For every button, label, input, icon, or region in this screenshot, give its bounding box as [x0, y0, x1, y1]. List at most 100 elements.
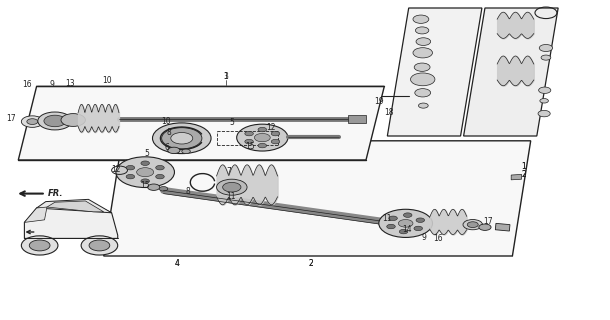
Circle shape — [29, 240, 50, 251]
Circle shape — [156, 174, 164, 179]
Polygon shape — [104, 141, 531, 256]
Text: 2: 2 — [521, 170, 526, 179]
Circle shape — [463, 220, 483, 230]
Circle shape — [258, 127, 267, 132]
Circle shape — [44, 115, 66, 127]
Circle shape — [21, 116, 43, 127]
Text: 12: 12 — [111, 165, 121, 174]
Circle shape — [413, 15, 429, 23]
Circle shape — [416, 218, 425, 222]
Text: 2: 2 — [309, 259, 314, 268]
Text: 3: 3 — [223, 72, 228, 81]
Circle shape — [141, 179, 149, 183]
Text: 6: 6 — [164, 143, 169, 152]
Circle shape — [271, 131, 280, 136]
Text: 17: 17 — [6, 114, 16, 123]
Circle shape — [223, 182, 241, 192]
Polygon shape — [24, 207, 47, 222]
Text: 15: 15 — [245, 142, 255, 151]
Circle shape — [415, 27, 429, 34]
Text: 8: 8 — [185, 188, 190, 196]
Polygon shape — [464, 8, 558, 136]
Text: 10: 10 — [102, 76, 112, 85]
Polygon shape — [24, 203, 118, 238]
Circle shape — [182, 149, 190, 154]
Circle shape — [389, 216, 397, 220]
Text: 2: 2 — [521, 170, 526, 179]
Circle shape — [126, 174, 135, 179]
Circle shape — [258, 143, 267, 148]
Text: 4: 4 — [174, 259, 179, 268]
Circle shape — [539, 87, 551, 93]
Circle shape — [467, 222, 478, 228]
Text: 5: 5 — [144, 149, 149, 158]
Circle shape — [27, 119, 38, 124]
Text: 11: 11 — [226, 192, 235, 201]
Circle shape — [38, 112, 72, 130]
Text: 1: 1 — [223, 72, 228, 81]
Circle shape — [387, 224, 395, 229]
Circle shape — [418, 103, 428, 108]
Polygon shape — [511, 174, 522, 180]
Text: 11: 11 — [382, 214, 392, 223]
Circle shape — [89, 240, 110, 251]
Circle shape — [479, 224, 491, 230]
Text: 1: 1 — [521, 162, 526, 171]
Text: 15: 15 — [140, 181, 150, 190]
Circle shape — [413, 48, 432, 58]
Circle shape — [159, 187, 168, 191]
Circle shape — [217, 179, 247, 195]
Text: 7: 7 — [226, 167, 231, 176]
Circle shape — [152, 123, 211, 154]
Circle shape — [539, 44, 553, 52]
Circle shape — [416, 38, 431, 45]
Text: 9: 9 — [49, 80, 54, 89]
Circle shape — [403, 213, 412, 217]
Text: FR.: FR. — [48, 189, 63, 198]
Circle shape — [21, 236, 58, 255]
Polygon shape — [387, 8, 482, 136]
Text: 5: 5 — [229, 118, 234, 127]
Polygon shape — [37, 199, 112, 213]
Circle shape — [162, 128, 202, 149]
Circle shape — [541, 55, 551, 60]
Circle shape — [245, 131, 253, 136]
Polygon shape — [348, 115, 366, 123]
Circle shape — [540, 99, 548, 103]
Text: 4: 4 — [174, 259, 179, 268]
Circle shape — [414, 63, 430, 71]
Text: 1: 1 — [521, 162, 526, 171]
Circle shape — [245, 139, 253, 144]
Text: 16: 16 — [23, 80, 32, 89]
Text: 9: 9 — [422, 233, 426, 242]
Circle shape — [126, 165, 135, 170]
Polygon shape — [18, 86, 384, 160]
Text: 17: 17 — [483, 217, 493, 226]
Circle shape — [156, 165, 164, 170]
Circle shape — [148, 184, 160, 190]
Polygon shape — [495, 223, 510, 231]
Circle shape — [379, 209, 432, 237]
Circle shape — [254, 133, 270, 142]
Circle shape — [414, 226, 423, 231]
Text: 19: 19 — [375, 97, 384, 106]
Circle shape — [116, 157, 174, 188]
Circle shape — [271, 139, 280, 144]
Text: 14: 14 — [403, 225, 412, 234]
Circle shape — [538, 110, 550, 117]
Circle shape — [411, 73, 435, 86]
Circle shape — [237, 124, 288, 151]
Circle shape — [81, 236, 118, 255]
Text: 18: 18 — [384, 108, 393, 117]
Text: 2: 2 — [309, 259, 314, 268]
Text: 10: 10 — [161, 117, 171, 126]
Polygon shape — [47, 201, 104, 212]
Circle shape — [168, 147, 180, 154]
Text: 8: 8 — [167, 128, 171, 137]
Circle shape — [398, 220, 413, 227]
Text: 13: 13 — [65, 79, 75, 88]
Circle shape — [415, 89, 431, 97]
Circle shape — [137, 168, 154, 177]
Circle shape — [400, 229, 408, 234]
Circle shape — [141, 161, 149, 165]
